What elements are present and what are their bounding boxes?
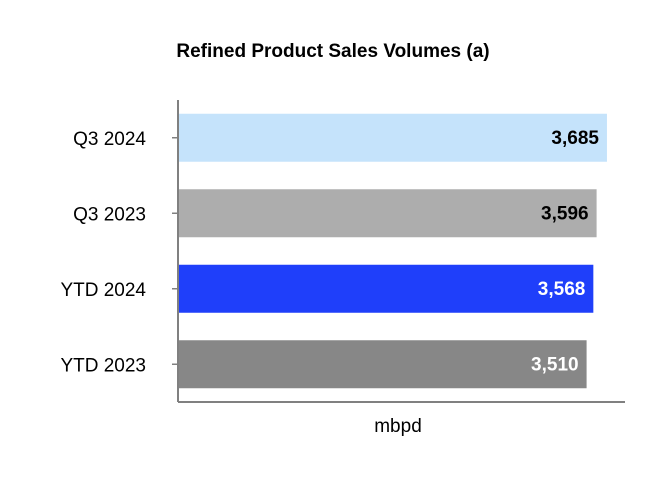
value-label: 3,510 <box>531 354 579 375</box>
y-tick-label: Q3 2024 <box>73 129 146 150</box>
bar <box>178 113 607 162</box>
value-label: 3,596 <box>541 203 589 224</box>
y-tick-label: Q3 2023 <box>73 204 146 225</box>
value-label: 3,568 <box>538 279 586 300</box>
y-tick-label: YTD 2023 <box>60 355 146 376</box>
x-axis-label: mbpd <box>374 416 422 437</box>
value-label: 3,685 <box>551 128 599 149</box>
bar <box>178 340 587 389</box>
bar <box>178 189 597 238</box>
y-tick-label: YTD 2024 <box>60 280 146 301</box>
chart-title: Refined Product Sales Volumes (a) <box>176 41 489 62</box>
bar <box>178 264 594 313</box>
